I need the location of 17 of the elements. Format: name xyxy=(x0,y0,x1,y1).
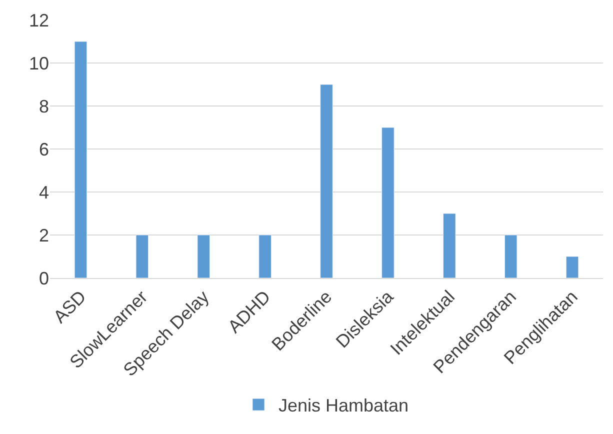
y-tick-label: 10 xyxy=(28,53,49,74)
legend-label: Jenis Hambatan xyxy=(278,396,409,416)
bar xyxy=(197,234,210,278)
bar xyxy=(504,234,518,278)
y-tick-label: 12 xyxy=(28,10,49,30)
bar xyxy=(136,234,149,278)
bar xyxy=(74,41,88,278)
bar xyxy=(442,213,456,278)
bar xyxy=(320,84,333,278)
y-tick-label: 6 xyxy=(38,139,49,160)
bar xyxy=(258,234,272,278)
y-tick-label: 8 xyxy=(38,96,49,116)
y-tick-label: 2 xyxy=(38,225,49,246)
y-tick-label: 0 xyxy=(38,268,49,288)
bar xyxy=(566,256,579,278)
y-tick-label: 4 xyxy=(38,182,49,202)
bar xyxy=(382,127,394,278)
